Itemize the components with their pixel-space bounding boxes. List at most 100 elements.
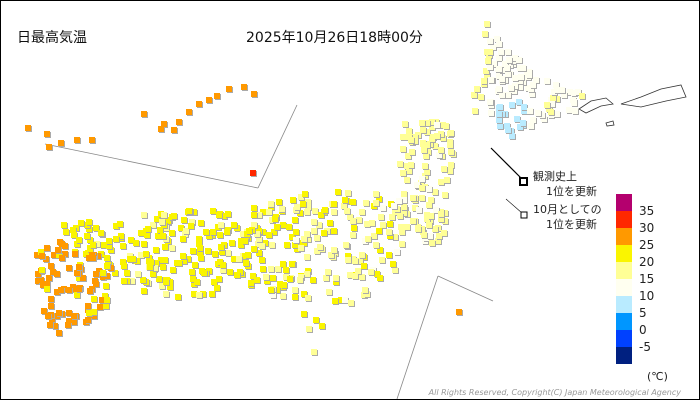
station-marker xyxy=(429,136,435,142)
station-marker xyxy=(176,260,182,266)
station-marker xyxy=(550,95,556,101)
station-marker xyxy=(301,291,307,297)
color-swatch xyxy=(616,330,632,347)
station-marker xyxy=(283,274,289,280)
station-marker xyxy=(356,217,362,223)
station-marker xyxy=(150,271,156,277)
station-marker xyxy=(520,120,526,126)
station-marker xyxy=(311,349,317,355)
station-marker xyxy=(160,264,166,270)
station-marker xyxy=(141,212,147,218)
station-marker xyxy=(572,108,578,114)
station-marker xyxy=(66,310,72,316)
station-marker xyxy=(424,120,430,126)
station-marker xyxy=(270,275,276,281)
station-marker xyxy=(561,92,567,98)
station-marker xyxy=(400,170,406,176)
station-marker xyxy=(313,317,319,323)
station-marker xyxy=(378,214,384,220)
station-marker xyxy=(432,143,438,149)
station-marker xyxy=(251,222,257,228)
map-title: 日最高気温 xyxy=(17,30,87,46)
station-marker xyxy=(40,282,46,288)
station-marker xyxy=(579,93,585,99)
station-marker xyxy=(117,221,123,227)
station-marker xyxy=(406,128,412,134)
station-marker xyxy=(554,87,560,93)
station-marker xyxy=(396,198,402,204)
station-marker xyxy=(128,237,134,243)
station-marker xyxy=(516,99,522,105)
station-marker xyxy=(377,275,383,281)
station-marker xyxy=(392,234,398,240)
station-marker xyxy=(314,248,320,254)
station-marker xyxy=(345,257,351,263)
station-marker xyxy=(357,258,363,264)
station-marker xyxy=(186,208,192,214)
station-marker xyxy=(424,169,430,175)
station-marker xyxy=(71,319,77,325)
station-marker xyxy=(433,207,439,213)
station-marker xyxy=(512,75,518,81)
station-marker xyxy=(85,303,91,309)
station-marker xyxy=(259,243,265,249)
station-marker xyxy=(118,233,124,239)
station-marker xyxy=(276,199,282,205)
station-marker xyxy=(44,131,50,137)
station-marker xyxy=(72,251,78,257)
station-marker xyxy=(305,199,311,205)
kuril-coastline xyxy=(578,84,687,127)
station-marker xyxy=(391,203,397,209)
legend-record-all-time: 観測史上 1位を更新 xyxy=(533,170,597,198)
station-marker xyxy=(159,219,165,225)
station-marker xyxy=(143,251,149,257)
station-marker xyxy=(74,270,80,276)
station-marker xyxy=(55,247,61,253)
station-marker xyxy=(169,230,175,236)
station-marker xyxy=(227,269,233,275)
station-marker xyxy=(214,285,220,291)
station-marker xyxy=(332,298,338,304)
station-marker xyxy=(436,152,442,158)
station-marker xyxy=(34,252,40,258)
station-marker xyxy=(419,176,425,182)
station-marker xyxy=(175,294,181,300)
station-marker xyxy=(255,241,261,247)
station-marker xyxy=(306,326,312,332)
scale-label: 15 xyxy=(639,272,655,286)
station-marker xyxy=(147,264,153,270)
station-marker xyxy=(251,212,257,218)
station-marker xyxy=(314,235,320,241)
station-marker xyxy=(183,228,189,234)
station-marker xyxy=(47,322,53,328)
station-marker xyxy=(499,76,505,82)
station-marker xyxy=(238,238,244,244)
station-marker xyxy=(100,242,106,248)
station-marker xyxy=(62,251,68,257)
station-marker xyxy=(129,278,135,284)
station-marker xyxy=(154,216,160,222)
station-marker xyxy=(392,267,398,273)
station-marker xyxy=(268,201,274,207)
station-marker xyxy=(350,199,356,205)
station-marker xyxy=(268,266,274,272)
station-marker xyxy=(421,232,427,238)
station-marker xyxy=(103,303,109,309)
scale-label: 35 xyxy=(639,204,655,218)
station-marker xyxy=(517,84,523,90)
station-marker xyxy=(157,227,163,233)
station-marker xyxy=(181,258,187,264)
station-marker xyxy=(270,292,276,298)
station-marker xyxy=(447,168,453,174)
station-marker xyxy=(229,240,235,246)
station-marker xyxy=(48,263,54,269)
station-marker xyxy=(256,250,262,256)
station-marker xyxy=(345,190,351,196)
station-marker xyxy=(408,137,414,143)
legend-record-month: 10月としての 1位を更新 xyxy=(533,203,602,231)
station-marker xyxy=(420,141,426,147)
station-marker xyxy=(90,255,96,261)
station-marker xyxy=(316,222,322,228)
station-marker xyxy=(86,255,92,261)
station-marker xyxy=(112,270,118,276)
